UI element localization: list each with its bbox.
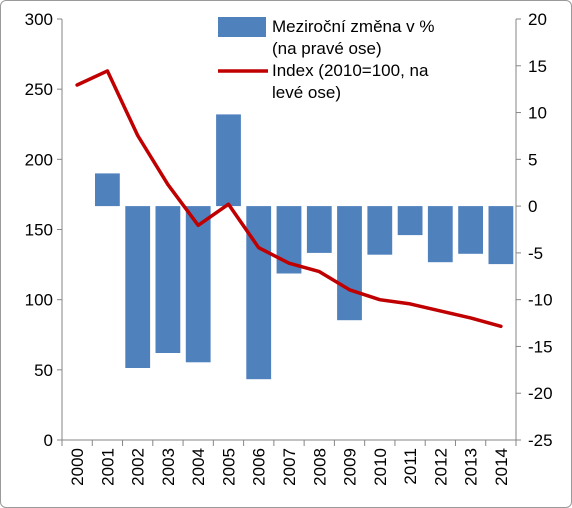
bar-2001	[95, 173, 120, 207]
x-tick-label: 2004	[189, 448, 208, 486]
left-tick-label: 50	[34, 361, 53, 380]
legend-label: (na pravé ose)	[272, 39, 382, 58]
x-tick-label: 2003	[159, 448, 178, 486]
right-tick-label: -25	[528, 431, 553, 450]
right-tick-label: 5	[528, 150, 537, 169]
left-tick-label: 300	[25, 10, 53, 29]
x-tick-label: 2007	[280, 448, 299, 486]
bar-2003	[155, 206, 181, 353]
bar-2014	[488, 206, 514, 265]
x-tick-label: 2014	[492, 448, 511, 486]
left-tick-label: 100	[25, 291, 53, 310]
left-tick-label: 250	[25, 80, 53, 99]
right-tick-label: -20	[528, 384, 553, 403]
x-tick-label: 2006	[250, 448, 269, 486]
bar-2012	[427, 206, 453, 263]
x-axis-labels: 2000 2001 2002 2003 2004 2005 2006 2007 2008 2009…	[68, 448, 511, 486]
right-tick-label: 0	[528, 197, 537, 216]
line-series-index	[75, 69, 503, 329]
x-tick-label: 2010	[371, 448, 390, 486]
right-tick-label: 20	[528, 10, 547, 29]
bar-2008	[306, 206, 332, 253]
bar-2006	[246, 206, 272, 380]
left-tick-label: 150	[25, 221, 53, 240]
bar-2010	[367, 206, 393, 255]
bar-2009	[337, 206, 362, 321]
right-tick-label: 10	[528, 104, 547, 123]
legend-label: Meziroční změna v %	[272, 17, 435, 36]
x-tick-label: 2008	[310, 448, 329, 486]
left-tick-label: 0	[44, 431, 53, 450]
bar-series-change	[95, 114, 514, 380]
legend-label: levé ose)	[272, 83, 341, 102]
legend-label: Index (2010=100, na	[272, 61, 429, 80]
x-tick-label: 2009	[341, 448, 360, 486]
bar-2013	[458, 206, 483, 254]
right-tick-label: -10	[528, 291, 553, 310]
x-tick-label: 2013	[462, 448, 481, 486]
bar-2011	[397, 206, 423, 236]
left-tick-label: 200	[25, 150, 53, 169]
legend-marker-bar	[218, 17, 266, 37]
bar-2004	[185, 206, 211, 363]
right-tick-label: -15	[528, 337, 553, 356]
right-tick-label: 15	[528, 57, 547, 76]
x-tick-label: 2005	[219, 448, 238, 486]
x-tick-label: 2002	[129, 448, 148, 486]
bar-2002	[125, 206, 151, 368]
legend: Meziroční změna v % (na pravé ose) Index (…	[218, 17, 435, 102]
right-tick-label: -5	[528, 244, 543, 263]
bar-2005	[216, 114, 241, 207]
x-tick-label: 2011	[401, 448, 420, 485]
x-tick-label: 2012	[431, 448, 450, 486]
x-tick-label: 2001	[98, 448, 117, 486]
x-tick-label: 2000	[68, 448, 87, 486]
